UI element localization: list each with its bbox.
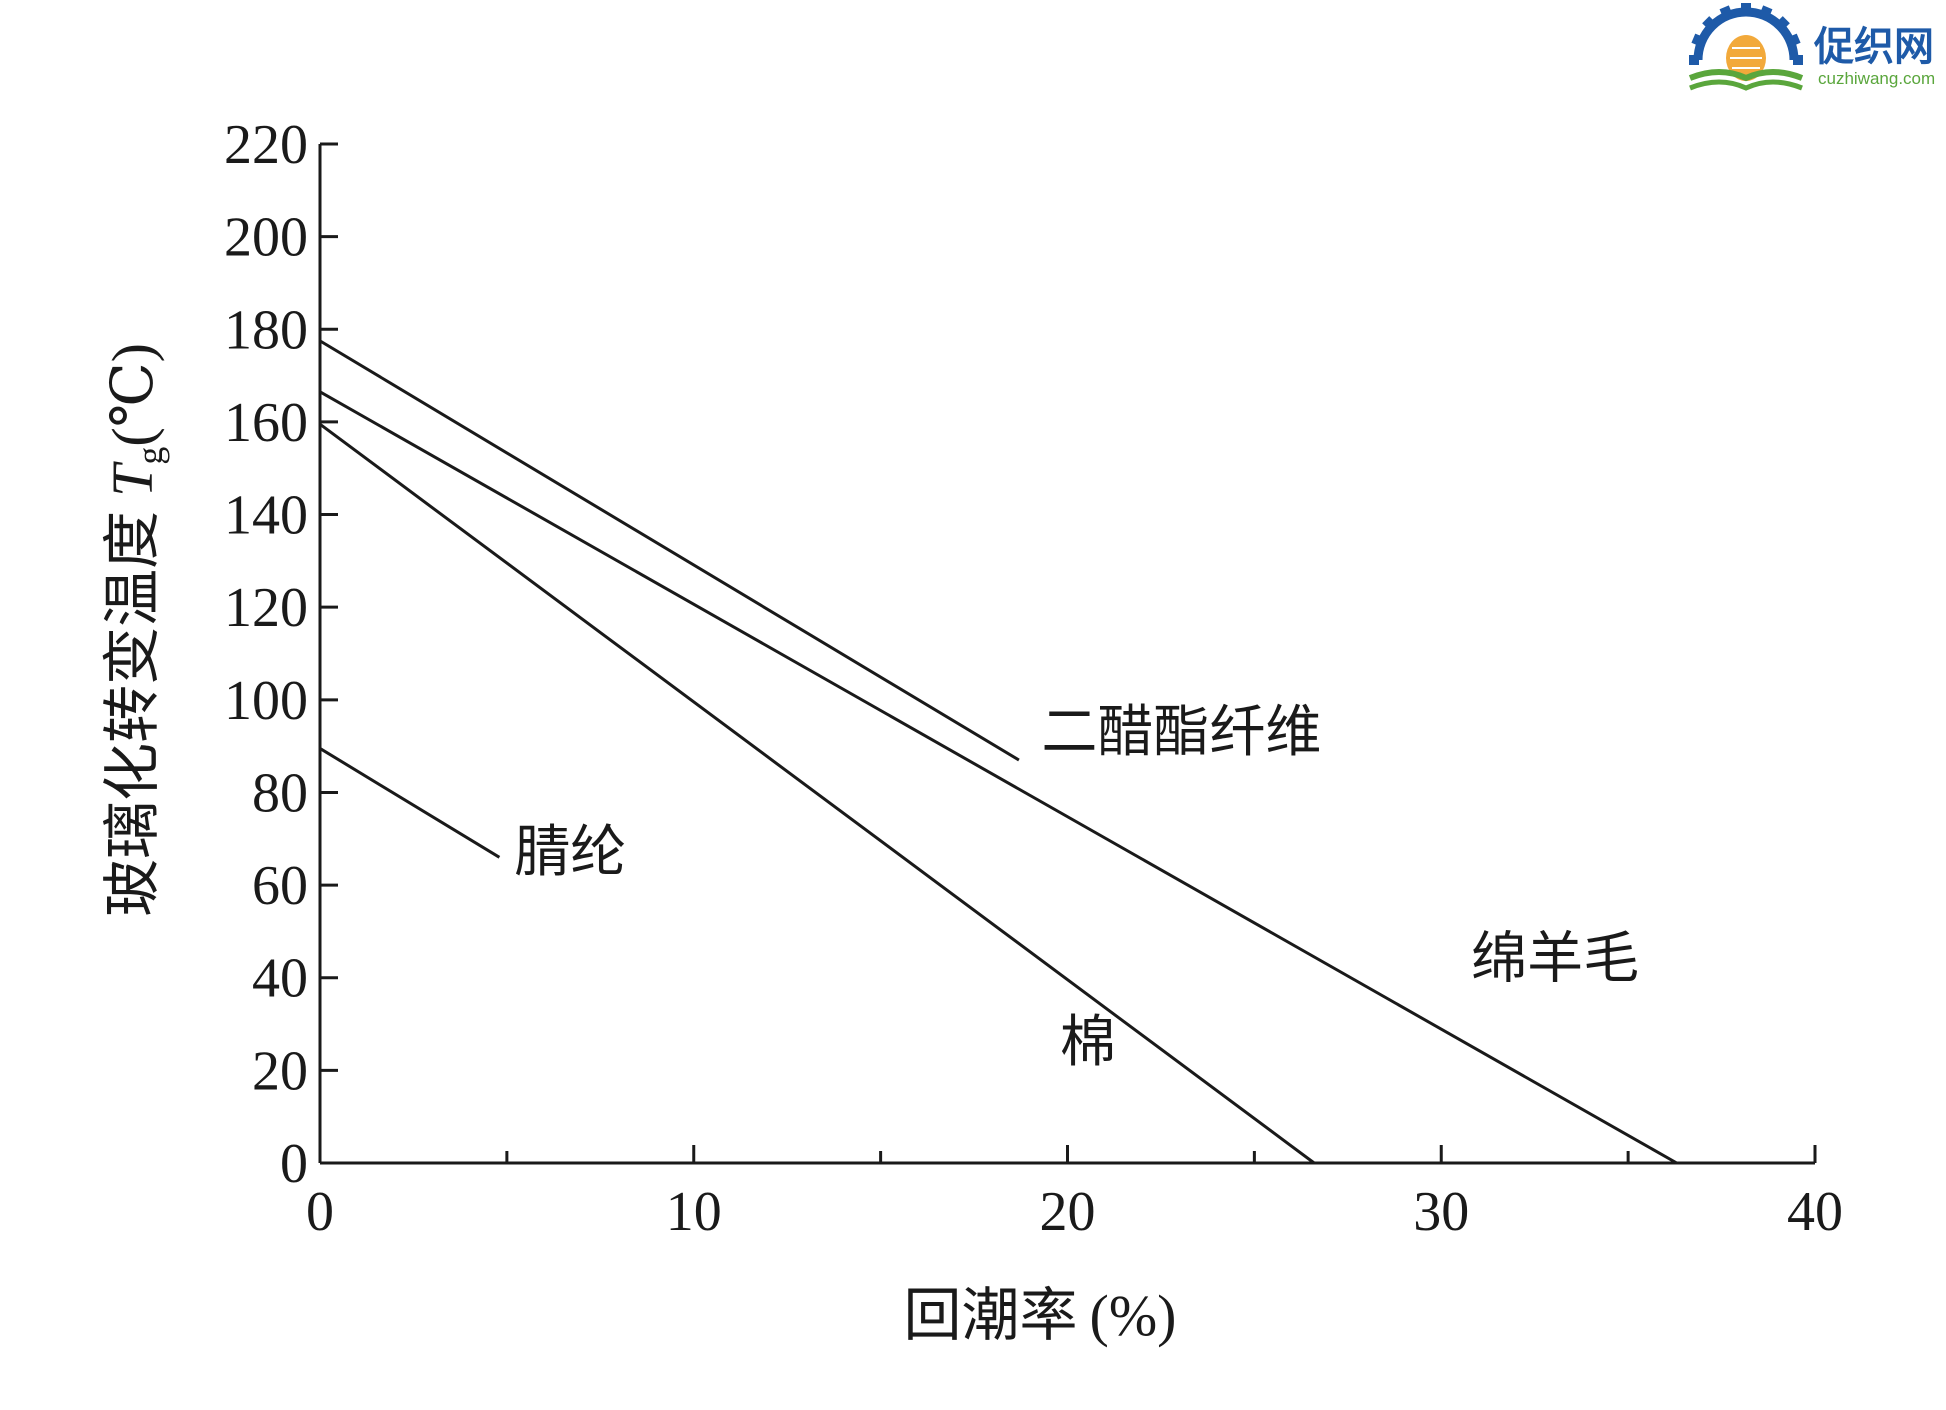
x-tick-label: 30	[1413, 1181, 1469, 1243]
y-tick-label: 200	[224, 207, 308, 269]
y-tick-label: 180	[224, 299, 308, 361]
series-line	[319, 747, 501, 859]
x-axis: 0 10 20 30 40	[306, 1145, 1843, 1243]
gear-tooth	[1787, 33, 1801, 47]
x-axis-title: 回潮率 (%)	[904, 1281, 1177, 1349]
x-tick-label: 10	[666, 1181, 722, 1243]
series-label: 二醋酯纤维	[1041, 700, 1321, 765]
x-tick-label: 40	[1787, 1181, 1843, 1243]
gear-tooth	[1691, 33, 1705, 47]
series-lines	[319, 339, 1678, 1165]
y-tick-label: 40	[252, 948, 308, 1010]
y-tick-label: 60	[252, 855, 308, 917]
gear-tooth	[1741, 3, 1751, 13]
sun-icon	[1726, 35, 1766, 81]
y-tick-label: 220	[224, 114, 308, 176]
gear-tooth	[1793, 55, 1803, 65]
gear-tooth	[1719, 5, 1733, 19]
x-tick-label: 0	[306, 1181, 334, 1243]
y-tick-label: 100	[224, 670, 308, 732]
y-axis: 0 20 40 60 80 100 120 140 160 180 200 220	[224, 114, 338, 1195]
y-tick-label: 120	[224, 577, 308, 639]
plot-area: 0 20 40 60 80 100 120 140 160 180 200 220 0 10 20 30 40…	[224, 114, 1843, 1243]
y-tick-label: 80	[252, 762, 308, 824]
cuzhiwang-logo: 促织网 cuzhiwang.com	[1688, 3, 1935, 91]
series-label: 腈纶	[514, 820, 626, 885]
y-tick-label: 20	[252, 1040, 308, 1102]
series-line	[319, 390, 1678, 1165]
series-label: 绵羊毛	[1471, 927, 1639, 992]
book-icon	[1688, 69, 1804, 91]
y-tick-label: 160	[224, 392, 308, 454]
series-line	[319, 423, 1316, 1165]
series-label: 棉	[1060, 1010, 1116, 1075]
series-line	[319, 339, 1020, 762]
gear-tooth	[1759, 5, 1773, 19]
y-tick-label: 0	[280, 1133, 308, 1195]
y-axis-title: 玻璃化转变温度Tg(℃)	[98, 343, 170, 917]
gear-tooth	[1689, 55, 1699, 65]
logo-name: 促织网	[1813, 24, 1934, 70]
x-tick-label: 20	[1040, 1181, 1096, 1243]
gear-icon	[1689, 3, 1803, 65]
y-tick-label: 140	[224, 485, 308, 547]
logo-domain: cuzhiwang.com	[1818, 69, 1935, 88]
